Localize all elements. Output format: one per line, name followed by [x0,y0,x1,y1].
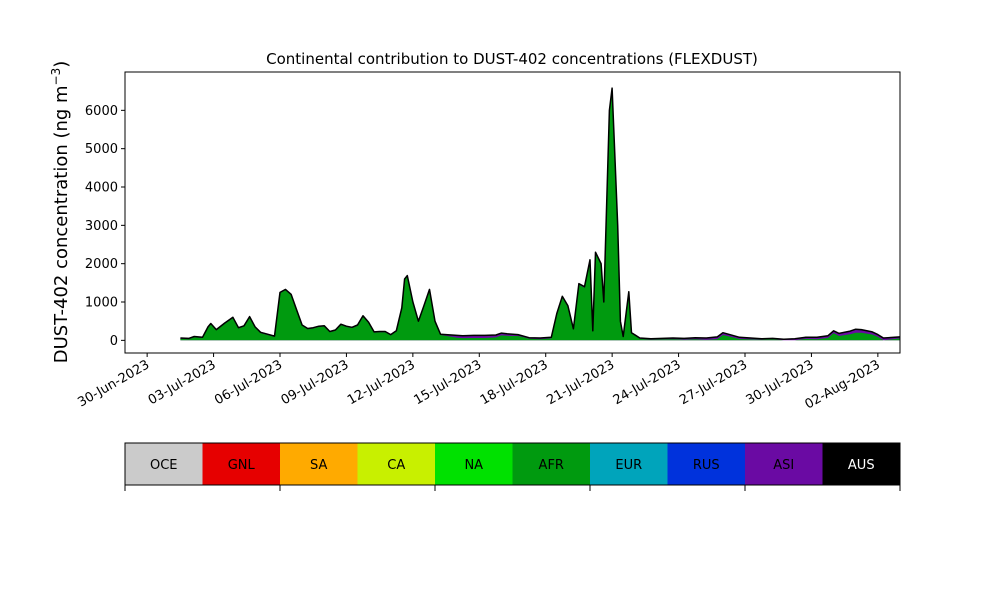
legend-swatch-afr [512,443,590,485]
legend-label-asi: ASI [773,458,794,473]
legend-swatch-na [435,443,513,485]
legend-swatch-ca [357,443,435,485]
x-tick-label: 06-Jul-2023 [212,357,285,408]
legend-label-rus: RUS [693,458,720,473]
y-tick-label: 5000 [85,142,118,157]
x-tick-label: 24-Jul-2023 [611,357,684,408]
y-axis-label-main: DUST-402 concentration (ng m [51,85,72,363]
legend-label-eur: EUR [615,458,642,473]
x-tick-label: 21-Jul-2023 [544,357,617,408]
y-axis-label: DUST-402 concentration (ng m−3) [49,61,72,364]
x-tick-label: 09-Jul-2023 [279,357,352,408]
y-tick-label: 0 [110,334,118,349]
x-tick-label: 15-Jul-2023 [411,357,484,408]
legend-swatch-eur [590,443,668,485]
chart-title: Continental contribution to DUST-402 con… [266,50,758,68]
legend-label-sa: SA [310,458,327,473]
legend-swatch-gnl [202,443,280,485]
legend-label-ca: CA [387,458,405,473]
legend-swatch-aus [822,443,900,485]
y-tick-label: 3000 [85,219,118,234]
y-tick-label: 1000 [85,296,118,311]
total-outline [180,87,901,340]
series-afr-area [180,89,900,341]
plot-frame [124,71,901,354]
y-axis-label-close: ) [51,61,72,68]
legend-label-na: NA [464,458,483,473]
legend-label-afr: AFR [539,458,564,473]
y-tick-label: 2000 [85,257,118,272]
legend-swatch-sa [280,443,358,485]
plot-area: 0 1000 2000 3000 4000 5000 6000 30-Jun-202303-J… [75,71,901,413]
x-tick-label: 18-Jul-2023 [478,357,551,408]
y-tick-label: 6000 [85,104,118,119]
y-tick-label: 4000 [85,181,118,196]
legend-label-gnl: GNL [228,458,256,473]
x-tick-label: 03-Jul-2023 [146,357,219,408]
legend-swatch-oce [125,443,203,485]
legend-label-oce: OCE [150,458,178,473]
y-axis-label-exponent: −3 [49,68,63,86]
legend-frame [124,442,901,486]
legend-label-aus: AUS [848,458,875,473]
x-tick-label: 27-Jul-2023 [677,357,750,408]
legend-bar: OCE GNL SA CA NA AFR EUR RUS ASI AUS [124,442,901,491]
x-tick-label: 02-Aug-2023 [803,357,883,412]
x-tick-label: 30-Jun-2023 [75,357,152,410]
x-tick-label: 12-Jul-2023 [345,357,418,408]
legend-swatch-rus [667,443,745,485]
legend-swatch-asi [745,443,823,485]
